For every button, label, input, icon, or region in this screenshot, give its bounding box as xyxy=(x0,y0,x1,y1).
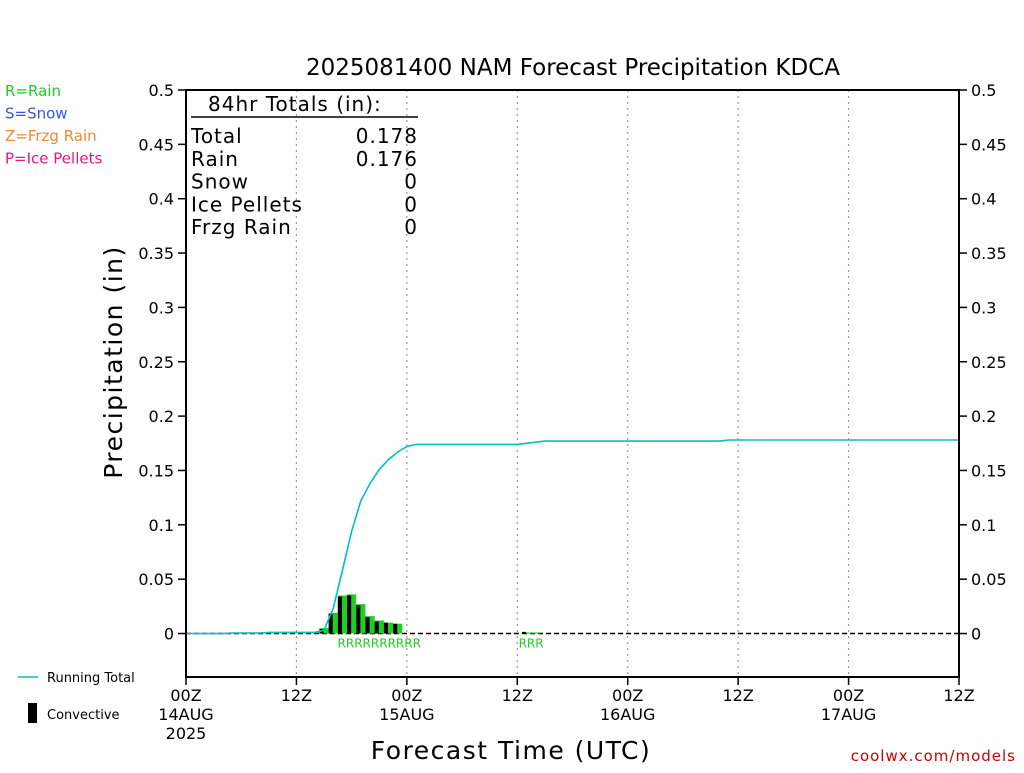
convective-bar xyxy=(365,617,370,634)
precip-type-row: RRRRRRRRRR RRR xyxy=(338,637,544,651)
convective-bar xyxy=(521,631,527,634)
totals-row-label: Ice Pellets xyxy=(191,192,303,216)
x-tick-label: 12Z xyxy=(722,686,753,705)
credit-text: coolwx.com/models xyxy=(851,747,1016,765)
series-legend: Running Total Convective xyxy=(18,671,135,723)
x-tick-label: 00Z xyxy=(391,686,422,705)
rain-bar xyxy=(531,632,541,634)
totals-row-value: 0.176 xyxy=(356,147,418,171)
totals-row-value: 0 xyxy=(404,170,418,194)
x-tick-date: 16AUG xyxy=(600,705,655,724)
y-tick-label-right: 0.4 xyxy=(971,190,996,209)
rain-bar xyxy=(347,594,357,634)
plot-frame xyxy=(185,89,960,678)
y-tick-label: 0.2 xyxy=(149,407,174,426)
totals-row-value: 0 xyxy=(404,192,418,216)
convective-bar xyxy=(328,613,333,634)
y-tick-label: 0.5 xyxy=(149,81,174,100)
y-tick-label-right: 0.5 xyxy=(971,81,996,100)
precip-type-legend-item: R=Rain xyxy=(5,82,61,100)
convective-bar xyxy=(356,605,361,634)
precip-type-legend: R=Rain S=Snow Z=Frzg Rain P=Ice Pellets xyxy=(5,82,102,168)
x-tick-date: 14AUG xyxy=(158,705,213,724)
line-layer xyxy=(186,439,959,635)
precip-type-string: RRR xyxy=(519,637,544,651)
rain-bar xyxy=(356,604,366,634)
x-tick-year: 2025 xyxy=(166,724,207,743)
y-tick-label: 0.4 xyxy=(149,190,174,209)
rain-bar xyxy=(374,620,384,634)
convective-legend-swatch xyxy=(28,703,37,723)
y-tick-label-right: 0.05 xyxy=(971,570,1007,589)
y-tick-label-right: 0.25 xyxy=(971,353,1007,372)
y-tick-label-right: 0.2 xyxy=(971,407,996,426)
totals-row-label: Snow xyxy=(191,170,249,194)
totals-row-label: Total xyxy=(190,124,243,148)
rain-bar xyxy=(365,616,375,634)
y-tick-label: 0.1 xyxy=(149,516,174,535)
x-axis-title: Forecast Time (UTC) xyxy=(371,736,651,765)
totals-row-label: Rain xyxy=(191,147,239,171)
y-tick-label: 0.45 xyxy=(138,135,174,154)
x-tick-date: 15AUG xyxy=(379,705,434,724)
running-total-legend-label: Running Total xyxy=(47,671,135,686)
precip-type-string: RRRRRRRRRR xyxy=(338,637,421,651)
x-tick-label: 00Z xyxy=(170,686,201,705)
precip-type-legend-item: Z=Frzg Rain xyxy=(5,127,97,145)
y-tick-label-right: 0.35 xyxy=(971,244,1007,263)
running-total-line xyxy=(186,439,959,635)
totals-row-value: 0.178 xyxy=(356,124,418,148)
x-tick-label: 00Z xyxy=(833,686,864,705)
y-tick-label: 0 xyxy=(164,625,174,644)
y-tick-label: 0.25 xyxy=(138,353,174,372)
totals-header: 84hr Totals (in): xyxy=(208,92,382,116)
x-tick-label: 12Z xyxy=(502,686,533,705)
y-tick-label-right: 0.3 xyxy=(971,298,996,317)
convective-bar xyxy=(347,595,352,634)
rain-bar xyxy=(393,623,403,634)
rain-bar xyxy=(521,632,532,634)
convective-legend-label: Convective xyxy=(47,708,120,723)
y-tick-label-right: 0.1 xyxy=(971,516,996,535)
x-tick-label: 12Z xyxy=(281,686,312,705)
x-tick-date: 17AUG xyxy=(821,705,876,724)
y-axis-title: Precipitation (in) xyxy=(99,245,128,479)
rain-bar xyxy=(337,595,348,634)
convective-bar xyxy=(337,596,342,634)
precip-type-legend-item: S=Snow xyxy=(5,105,68,123)
rain-bar xyxy=(328,612,338,634)
rain-bar xyxy=(383,622,394,634)
y-tick-label-right: 0.15 xyxy=(971,461,1007,480)
convective-bar xyxy=(393,623,398,634)
totals-row-value: 0 xyxy=(404,215,418,239)
bar-layer xyxy=(319,594,541,634)
convective-bar xyxy=(383,622,388,634)
x-tick-label: 00Z xyxy=(612,686,643,705)
y-tick-label: 0.15 xyxy=(138,461,174,480)
y-tick-label: 0.35 xyxy=(138,244,174,263)
precip-type-legend-item: P=Ice Pellets xyxy=(5,150,102,168)
y-tick-label: 0.05 xyxy=(138,570,174,589)
y-tick-label: 0.3 xyxy=(149,298,174,317)
y-tick-label-right: 0.45 xyxy=(971,135,1007,154)
y-axis-ticks: 0 00.05 0.050.1 0.10.15 0.150.2 0.20.25 0.250.… xyxy=(138,81,1006,644)
gridlines xyxy=(186,90,959,677)
x-tick-label: 12Z xyxy=(943,686,974,705)
totals-row-label: Frzg Rain xyxy=(191,215,292,239)
totals-box: 84hr Totals (in): Total 0.178 Rain 0.176 Snow… xyxy=(190,92,418,239)
chart-title: 2025081400 NAM Forecast Precipitation KD… xyxy=(306,55,840,81)
y-tick-label-right: 0 xyxy=(971,625,981,644)
convective-bar xyxy=(374,621,379,634)
